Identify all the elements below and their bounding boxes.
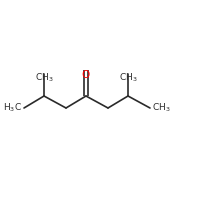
Text: $\mathsf{O}$: $\mathsf{O}$ [81,68,91,80]
Text: $\mathsf{H_3C}$: $\mathsf{H_3C}$ [3,102,22,114]
Text: $\mathsf{CH_3}$: $\mathsf{CH_3}$ [119,71,137,84]
Text: $\mathsf{CH_3}$: $\mathsf{CH_3}$ [35,71,53,84]
Text: $\mathsf{CH_3}$: $\mathsf{CH_3}$ [152,102,171,114]
